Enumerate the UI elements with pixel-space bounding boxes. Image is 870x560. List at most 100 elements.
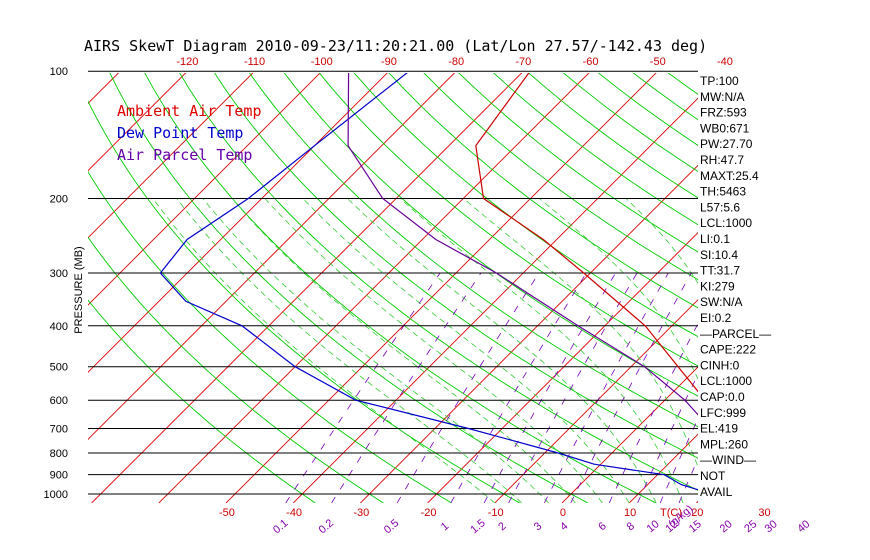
dry-adiabat-line: [88, 236, 384, 503]
stability-index-item: CAP:0.0: [700, 390, 745, 404]
dry-adiabat-line: [770, 71, 870, 503]
dry-adiabat-line: [493, 73, 698, 226]
mixing-ratio-tick-label: 0.5: [382, 517, 401, 536]
mixing-ratio-line: [285, 272, 441, 503]
moist-adiabat-line: [152, 198, 496, 503]
pressure-tick-label: 500: [50, 362, 68, 374]
stability-index-item: SW:N/A: [700, 295, 742, 309]
mixing-ratio-line: [544, 272, 669, 503]
stability-index-item: LFC:999: [700, 406, 746, 420]
isotherm-line: [561, 366, 698, 503]
moist-adiabat-line: [787, 199, 818, 504]
stability-index-item: EI:0.2: [700, 311, 732, 325]
stability-index-item: FRZ:593: [700, 106, 747, 120]
mixing-ratio-tick-label: 30: [763, 518, 780, 535]
isotherm-line: [88, 73, 456, 441]
isotherm-line: [0, 62, 62, 503]
stability-index-item: AVAIL: [700, 485, 733, 499]
mixing-ratio-line: [758, 273, 853, 503]
bottom-temperature-tick-label: -30: [353, 507, 369, 519]
moist-adiabat-line: [202, 198, 549, 503]
isotherm-line: [831, 62, 870, 503]
top-temperature-tick-label: -50: [650, 56, 666, 68]
stability-index-item: CINH:0: [700, 358, 740, 372]
isotherm-line: [292, 97, 698, 503]
dry-adiabat-line: [214, 73, 698, 459]
moist-adiabat-line: [347, 198, 657, 503]
isotherm-line: [158, 73, 590, 503]
isotherm-line: [88, 73, 321, 306]
isotherm-line: [91, 73, 523, 503]
top-temperature-tick-label: -80: [448, 56, 464, 68]
dry-adiabat-line: [458, 73, 698, 253]
dry-adiabat-line: [667, 73, 698, 95]
mixing-ratio-tick-label: 10: [645, 518, 662, 535]
dry-adiabat-line: [805, 71, 870, 503]
mixing-ratio-tick-label: 0.2: [317, 517, 336, 536]
dry-adiabat-line: [318, 73, 698, 367]
bottom-temperature-tick-labels: -50 -40 -30 -20 -10 0 10 20 30: [219, 507, 771, 519]
mixing-ratio-tick-label: 1: [439, 520, 451, 533]
mixing-ratio-tick-label: 4: [558, 520, 570, 533]
top-temperature-tick-label: -110: [244, 56, 265, 68]
dry-adiabat-line: [527, 73, 698, 199]
pressure-tick-label: 600: [50, 395, 68, 407]
series-line-ambient-air-temp: [475, 73, 698, 393]
isotherm-line: [427, 231, 698, 503]
mixing-ratio-tick-label: 1.5: [468, 517, 487, 536]
mixing-ratio-grid: [285, 272, 870, 503]
dry-adiabat-line: [632, 73, 698, 121]
bottom-temperature-tick-label: -10: [488, 507, 504, 519]
mixing-ratio-line: [812, 273, 870, 503]
mixing-ratio-tick-labels: 0.1 0.2 0.5 1 1.5 2 3 4 6 8 10 12 15 20 25 30 40: [271, 517, 812, 536]
top-temperature-tick-label: -120: [176, 56, 198, 68]
moist-adiabat-grid: [152, 198, 818, 504]
pressure-tick-label: 700: [50, 424, 68, 436]
dry-adiabat-line: [88, 170, 452, 503]
temperature-unit-label: T(C): [660, 507, 682, 519]
mixing-ratio-tick-label: 20: [718, 518, 735, 535]
bottom-temperature-tick-label: -40: [286, 507, 302, 519]
isotherm-line: [88, 73, 254, 239]
stability-index-item: SI:10.4: [700, 248, 738, 262]
stability-index-item: LCL:1000: [700, 216, 752, 230]
stability-index-item: TP:100: [700, 74, 739, 88]
stability-index-item: LI:0.1: [700, 232, 730, 246]
isotherm-line: [628, 433, 698, 503]
bottom-temperature-tick-label: 20: [691, 507, 703, 519]
pressure-tick-label: 1000: [44, 489, 68, 501]
pressure-tick-label: 100: [50, 66, 68, 78]
mixing-ratio-tick-label: 6: [596, 520, 608, 533]
stability-index-item: NOT: [700, 469, 726, 483]
top-temperature-tick-label: -70: [515, 56, 531, 68]
isotherm-line: [88, 73, 388, 373]
dry-adiabat-line: [388, 73, 698, 309]
stability-index-item: KI:279: [700, 279, 735, 293]
moist-adiabat-line: [463, 198, 698, 469]
stability-index-item: WB0:671: [700, 121, 750, 135]
stability-index-item: MW:N/A: [700, 90, 744, 104]
mixing-ratio-line: [450, 272, 587, 503]
stability-index-item: PW:27.70: [700, 137, 753, 151]
dry-adiabat-line: [423, 73, 698, 281]
dry-adiabat-line: [144, 73, 657, 503]
isotherm-line: [225, 73, 657, 503]
mixing-ratio-line: [779, 273, 870, 503]
mixing-ratio-tick-label: 8: [625, 520, 637, 533]
legend: Ambient Air Temp Dew Point Temp Air Parc…: [117, 102, 262, 164]
top-temperature-tick-label: -100: [311, 56, 333, 68]
isotherm-line: [764, 62, 870, 503]
legend-ambient-air-temp: Ambient Air Temp: [117, 102, 262, 120]
dry-adiabat-line: [248, 73, 698, 428]
top-temperature-tick-label: -60: [583, 56, 599, 68]
legend-air-parcel-temp: Air Parcel Temp: [117, 146, 252, 164]
y-axis-label: PRESSURE (MB): [73, 246, 85, 333]
stability-index-item: TT:31.7: [700, 264, 740, 278]
isotherm-grid: [0, 62, 870, 503]
pressure-tick-label: 200: [50, 194, 68, 206]
isobar-grid: [88, 70, 698, 495]
dry-adiabat-line: [840, 71, 870, 503]
top-temperature-tick-labels: -120 -110 -100 -90 -80 -70 -60 -50 -40: [176, 56, 733, 68]
